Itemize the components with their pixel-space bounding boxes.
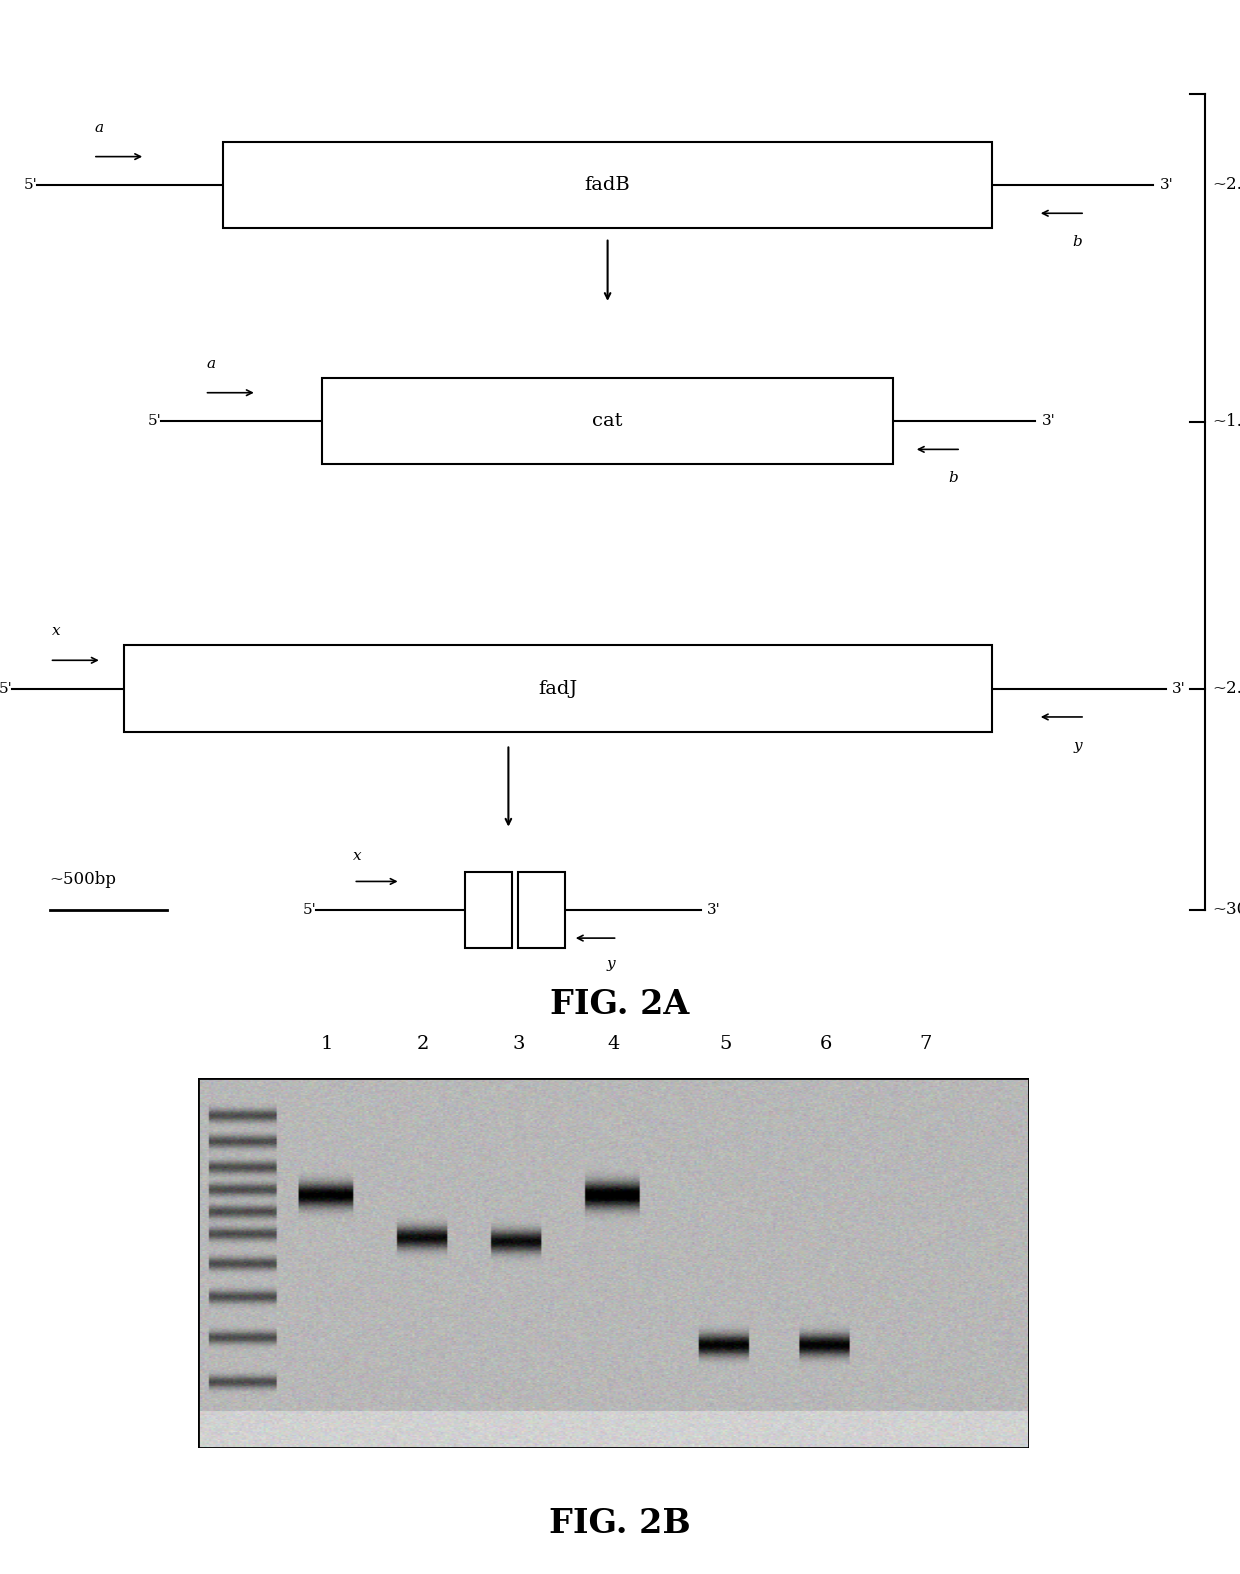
Text: a: a (206, 357, 216, 371)
Bar (124, 645, 992, 732)
Text: 7: 7 (919, 1036, 931, 1053)
Bar (322, 378, 893, 464)
Text: ~300kb: ~300kb (1213, 902, 1240, 918)
Text: 1: 1 (321, 1036, 334, 1053)
Text: a: a (94, 121, 104, 134)
Text: 5': 5' (303, 903, 316, 916)
Text: ~2.5kb: ~2.5kb (1213, 176, 1240, 194)
Text: b: b (949, 472, 959, 485)
Text: y: y (608, 957, 615, 971)
Text: 5': 5' (24, 178, 37, 192)
Bar (223, 142, 992, 228)
Text: b: b (1073, 236, 1083, 249)
Text: cat: cat (593, 412, 622, 430)
Text: 2: 2 (417, 1036, 429, 1053)
Text: x: x (52, 625, 60, 639)
Text: fadB: fadB (585, 176, 630, 194)
Text: ~2.1kb: ~2.1kb (1213, 680, 1240, 697)
Text: 3': 3' (1159, 178, 1173, 192)
Text: 3: 3 (512, 1036, 525, 1053)
Text: FIG. 2A: FIG. 2A (551, 988, 689, 1020)
Text: 6: 6 (820, 1036, 832, 1053)
Text: fadJ: fadJ (538, 680, 578, 697)
Text: 5: 5 (719, 1036, 732, 1053)
Text: ~1.3kb: ~1.3kb (1213, 412, 1240, 430)
Bar (518, 872, 565, 948)
Text: 5': 5' (148, 414, 161, 428)
Text: 5': 5' (0, 682, 12, 696)
Text: 3': 3' (707, 903, 720, 916)
Text: FIG. 2B: FIG. 2B (549, 1508, 691, 1539)
Text: y: y (1074, 740, 1081, 752)
Text: 3': 3' (1042, 414, 1055, 428)
Text: x: x (353, 848, 361, 863)
Text: ~500bp: ~500bp (50, 870, 117, 888)
Bar (465, 872, 512, 948)
Text: 3': 3' (1172, 682, 1185, 696)
Text: 4: 4 (608, 1036, 620, 1053)
